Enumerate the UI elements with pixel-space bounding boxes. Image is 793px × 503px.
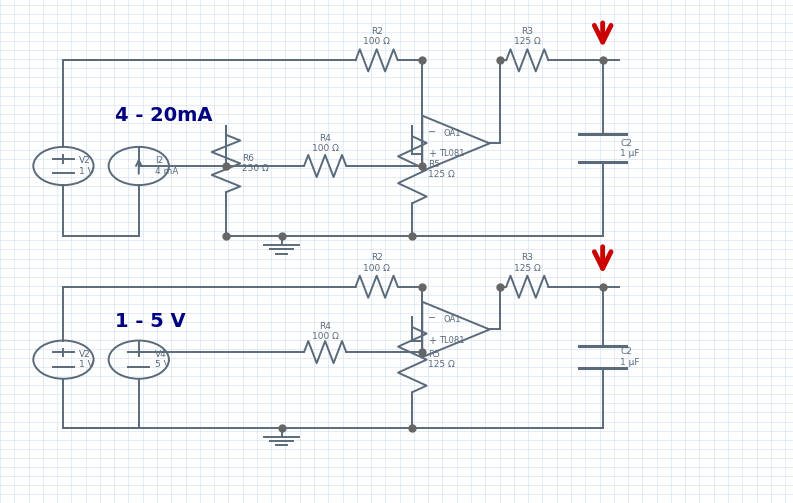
Text: 4 - 20mA: 4 - 20mA: [115, 106, 213, 125]
Text: OA1: OA1: [443, 315, 461, 324]
Text: −: −: [428, 127, 436, 137]
Text: +: +: [428, 336, 436, 346]
Text: V2
1 V: V2 1 V: [79, 156, 94, 176]
Text: R5
125 Ω: R5 125 Ω: [428, 160, 455, 180]
Text: C2
1 μF: C2 1 μF: [620, 139, 640, 158]
Text: R2
100 Ω: R2 100 Ω: [363, 27, 390, 46]
Text: R2
100 Ω: R2 100 Ω: [363, 253, 390, 273]
Text: OA1: OA1: [443, 129, 461, 138]
Text: TL081: TL081: [439, 149, 465, 158]
Text: R6
250 Ω: R6 250 Ω: [242, 154, 269, 173]
Text: R3
125 Ω: R3 125 Ω: [514, 253, 541, 273]
Text: R5
125 Ω: R5 125 Ω: [428, 350, 455, 369]
Text: 1 - 5 V: 1 - 5 V: [115, 312, 186, 331]
Text: −: −: [428, 313, 436, 323]
Text: C2
1 μF: C2 1 μF: [620, 348, 640, 367]
Text: TL081: TL081: [439, 336, 465, 345]
Text: V4
5 V: V4 5 V: [155, 350, 170, 369]
Text: R4
100 Ω: R4 100 Ω: [312, 134, 339, 153]
Text: R3
125 Ω: R3 125 Ω: [514, 27, 541, 46]
Text: I2
4 mA: I2 4 mA: [155, 156, 178, 176]
Text: V2
1 V: V2 1 V: [79, 350, 94, 369]
Text: R4
100 Ω: R4 100 Ω: [312, 321, 339, 341]
Text: +: +: [428, 149, 436, 159]
